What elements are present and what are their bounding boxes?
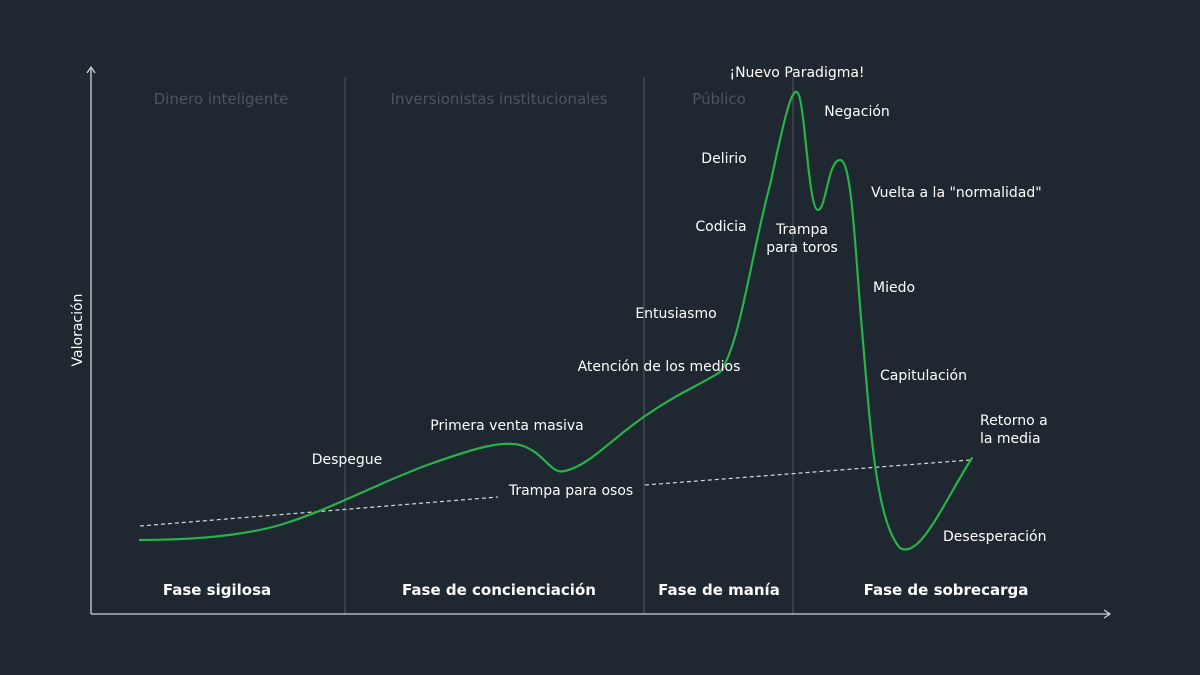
bubble-curve <box>138 90 974 551</box>
y-axis-label: Valoración <box>70 293 86 367</box>
stage-label-retorno-media: Retorno a la media <box>980 412 1048 448</box>
group-label-institutional: Inversionistas institucionales <box>390 90 608 108</box>
trampa-toros-line-1: Trampa <box>776 222 828 238</box>
stage-label-atencion-medios: Atención de los medios <box>577 359 741 375</box>
mean-trend-line-2 <box>644 459 971 486</box>
mean-trend-line <box>139 496 499 527</box>
stage-label-entusiasmo: Entusiasmo <box>635 306 717 322</box>
phase-label-mania: Fase de manía <box>658 581 780 599</box>
stage-label-miedo: Miedo <box>873 280 916 296</box>
y-axis-arrow <box>86 65 96 74</box>
x-axis-arrow <box>1103 609 1112 619</box>
stage-label-desesperacion: Desesperación <box>943 529 1047 545</box>
stage-label-capitulacion: Capitulación <box>880 368 967 384</box>
stage-label-vuelta-normalidad: Vuelta a la "normalidad" <box>871 185 1042 201</box>
phase-label-awareness: Fase de concienciación <box>402 581 596 599</box>
stage-label-nuevo-paradigma: ¡Nuevo Paradigma! <box>729 65 865 81</box>
phase-label-blowoff: Fase de sobrecarga <box>863 581 1029 599</box>
stage-label-despegue: Despegue <box>311 452 383 468</box>
phase-label-stealth: Fase sigilosa <box>162 581 272 599</box>
stage-label-codicia: Codicia <box>695 219 747 235</box>
stage-label-trampa-toros: Trampa para toros <box>766 221 838 257</box>
retorno-line-1: Retorno a <box>980 413 1048 429</box>
trampa-toros-line-2: para toros <box>766 240 838 256</box>
group-label-smart-money: Dinero inteligente <box>153 90 289 108</box>
retorno-line-2: la media <box>980 431 1041 447</box>
stage-label-primera-venta: Primera venta masiva <box>430 418 584 434</box>
group-label-public: Público <box>692 90 746 108</box>
stage-label-trampa-osos: Trampa para osos <box>508 483 634 499</box>
stage-label-negacion: Negación <box>824 104 890 120</box>
stage-label-delirio: Delirio <box>701 151 747 167</box>
